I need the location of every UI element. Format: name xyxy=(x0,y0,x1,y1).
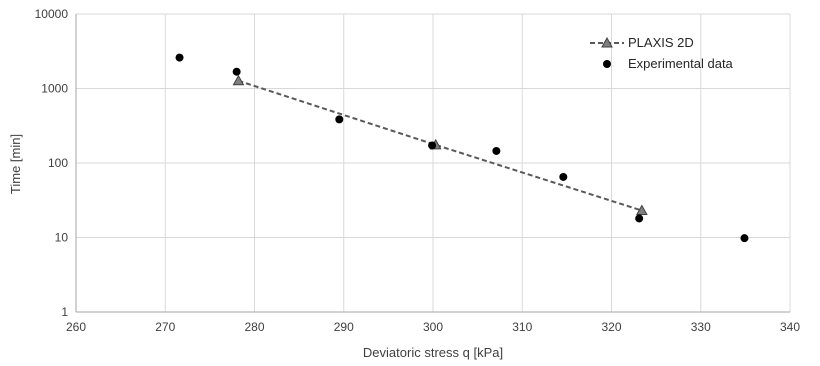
legend-entry-experimental: Experimental data xyxy=(603,56,734,71)
legend-plaxis-label: PLAXIS 2D xyxy=(628,35,694,50)
x-tick-label: 260 xyxy=(66,320,86,334)
experimental-point xyxy=(335,115,344,124)
axes xyxy=(75,14,790,313)
y-tick-label: 100 xyxy=(48,156,68,170)
legend-plaxis-marker xyxy=(601,36,613,48)
x-tick-label: 290 xyxy=(334,320,354,334)
x-tick-label: 320 xyxy=(601,320,621,334)
x-tick-label: 280 xyxy=(244,320,264,334)
x-tick-labels: 260 270 280 290 300 310 320 330 340 xyxy=(66,320,800,334)
experimental-point xyxy=(635,214,644,223)
legend-experimental-marker xyxy=(603,60,611,68)
x-tick-label: 330 xyxy=(691,320,711,334)
experimental-point xyxy=(559,172,568,181)
legend: PLAXIS 2D Experimental data xyxy=(590,35,734,71)
y-axis-title: Time [min] xyxy=(8,134,23,194)
experimental-point xyxy=(428,141,437,150)
experimental-point xyxy=(232,67,241,76)
y-tick-label: 10 xyxy=(55,231,69,245)
legend-entry-plaxis: PLAXIS 2D xyxy=(590,35,694,50)
x-tick-label: 300 xyxy=(423,320,443,334)
y-tick-labels: 1 10 100 1000 10000 xyxy=(35,7,69,319)
experimental-point xyxy=(492,146,501,155)
plaxis-point xyxy=(635,204,648,216)
x-tick-label: 340 xyxy=(780,320,800,334)
x-tick-label: 310 xyxy=(512,320,532,334)
y-tick-label: 10000 xyxy=(35,7,69,21)
y-tick-label: 1000 xyxy=(41,82,68,96)
experimental-point xyxy=(740,234,749,243)
gridlines xyxy=(76,13,791,312)
experimental-point xyxy=(175,53,184,62)
x-tick-label: 270 xyxy=(155,320,175,334)
plaxis-point xyxy=(232,74,245,86)
y-tick-label: 1 xyxy=(61,305,68,319)
x-axis-title: Deviatoric stress q [kPa] xyxy=(363,345,503,360)
legend-experimental-label: Experimental data xyxy=(628,56,734,71)
series-layer xyxy=(175,53,749,243)
